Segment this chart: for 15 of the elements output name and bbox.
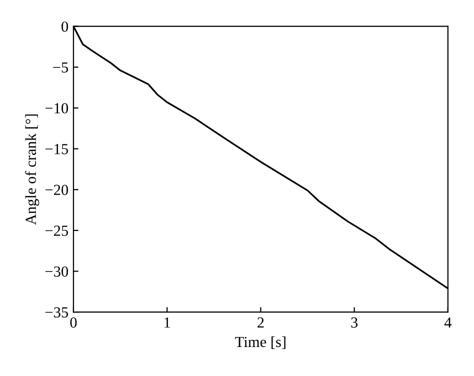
x-tick-label: 0 bbox=[70, 317, 77, 328]
y-tick-label: −10 bbox=[45, 103, 68, 114]
x-tick-label: 4 bbox=[444, 317, 452, 328]
y-tick-label: −15 bbox=[45, 144, 68, 154]
y-tick-label: −20 bbox=[45, 184, 68, 196]
y-tick-label: −5 bbox=[53, 62, 68, 73]
x-tick-label: 3 bbox=[351, 317, 358, 328]
x-tick-label: 2 bbox=[258, 317, 264, 328]
y-tick-label: 0 bbox=[62, 21, 68, 32]
x-tick-label: 1 bbox=[164, 317, 170, 328]
y-tick-label: −35 bbox=[45, 307, 68, 318]
y-tick-label: −25 bbox=[45, 226, 68, 236]
y-tick-label: −30 bbox=[45, 266, 68, 277]
x-axis-title: Time [s] bbox=[235, 336, 286, 349]
y-axis-title: Angle of crank [°] bbox=[25, 114, 40, 225]
